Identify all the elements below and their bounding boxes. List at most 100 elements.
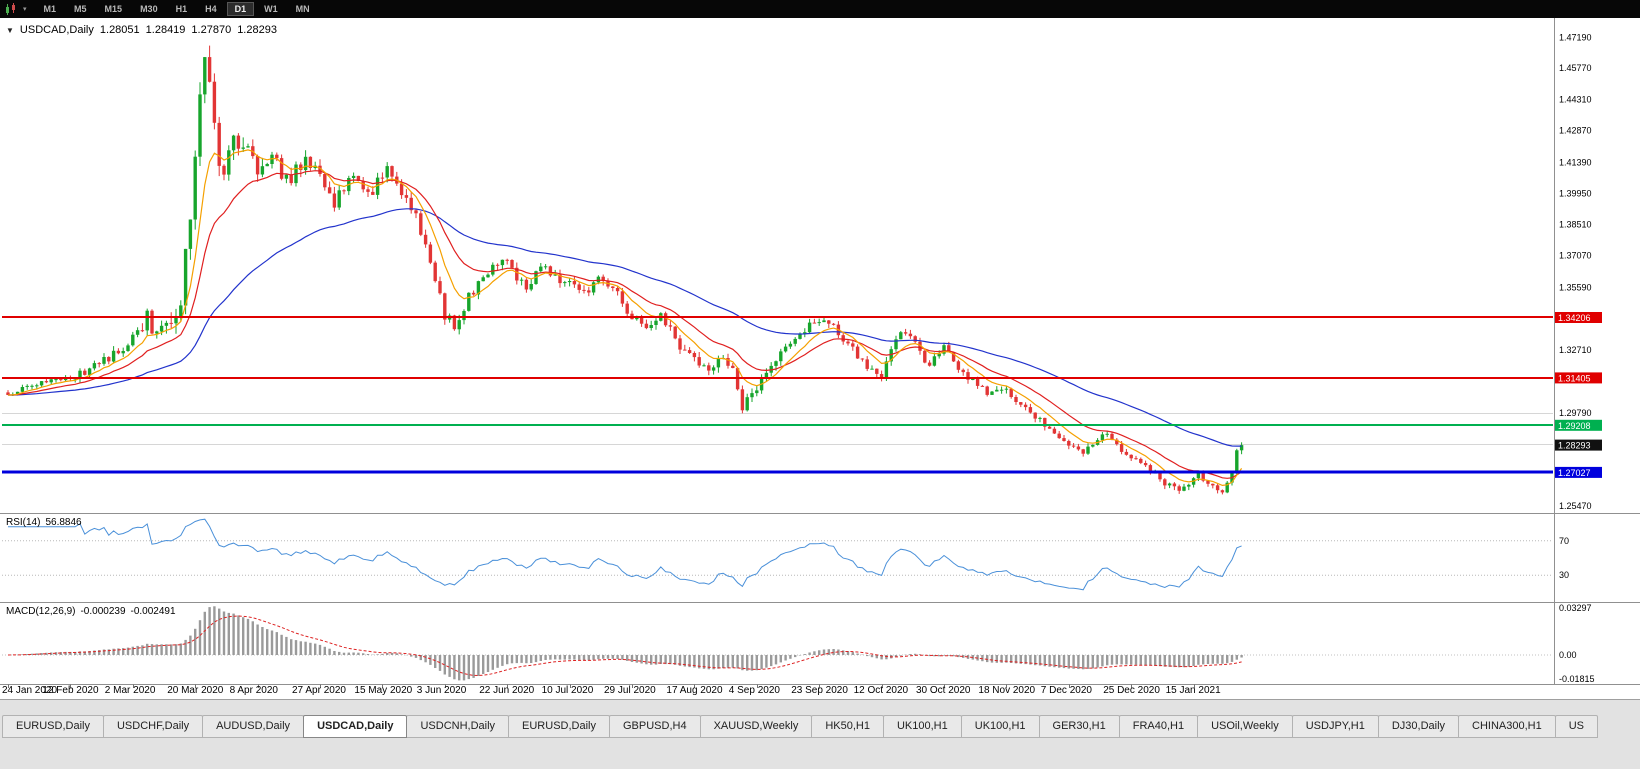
ohlc-open: 1.28051: [99, 24, 140, 36]
time-axis-label: 3 Jun 2020: [416, 685, 467, 696]
time-axis-label: 23 Sep 2020: [791, 685, 848, 696]
chart-tab-usoil-weekly[interactable]: USOil,Weekly: [1197, 715, 1293, 738]
price-axis-label: 1.47190: [1559, 32, 1592, 42]
time-axis-label: 7 Dec 2020: [1040, 685, 1092, 696]
time-axis-label: 29 Jul 2020: [604, 685, 656, 696]
window-bottom-zone: EURUSD,Daily USDCHF,Daily AUDUSD,Daily USDC…: [0, 699, 1640, 769]
current-price-tag-label: 1.28293: [1558, 441, 1591, 451]
time-axis-label: 22 Jun 2020: [479, 685, 535, 696]
dropdown-arrow-icon[interactable]: ▾: [23, 6, 27, 13]
horizontal-level-lines[interactable]: [2, 316, 1553, 474]
chart-tab-usdchf-daily[interactable]: USDCHF,Daily: [102, 715, 204, 738]
ohlc-close: 1.28293: [237, 24, 277, 36]
level-price-tag: [1555, 419, 1602, 431]
timeframe-button-mn[interactable]: MN: [295, 4, 310, 14]
price-axis-label: 1.42870: [1559, 126, 1592, 136]
price-axis-label: 1.35590: [1559, 283, 1592, 293]
rsi-pane: 70 30: [2, 518, 1569, 591]
ohlc-low: 1.27870: [191, 24, 232, 36]
rsi-label: RSI(14): [6, 517, 41, 528]
chart-symbol: USDCAD,Daily: [19, 24, 94, 36]
level-price-tag-label: 1.27027: [1558, 468, 1591, 478]
periods-toolbar: ▾ M1 M5 M15 M30 H1 H4 D1 W1 MN: [0, 0, 1640, 18]
chart-tab-uk100-h1[interactable]: UK100,H1: [960, 715, 1040, 738]
price-axis[interactable]: 1.47190 1.45770 1.44310 1.42870 1.41390 1.399…: [1555, 32, 1602, 511]
ma-18-line: [8, 170, 1242, 479]
price-axis-label: 1.45770: [1559, 63, 1592, 73]
chart-tab-usdcad-daily[interactable]: USDCAD,Daily: [303, 715, 408, 738]
chart-tab-uk100-h1[interactable]: UK100,H1: [882, 715, 962, 738]
timeframe-button-m5[interactable]: M5: [74, 4, 87, 14]
level-price-tag-label: 1.31405: [1558, 373, 1591, 383]
ma-55-line: [8, 208, 1242, 447]
price-axis-label: 1.32710: [1559, 345, 1592, 355]
chart-tab-hk50-h1[interactable]: HK50,H1: [811, 715, 884, 738]
time-axis-label: 17 Aug 2020: [666, 685, 723, 696]
macd-axis-label: 0.00: [1559, 650, 1577, 660]
chart-canvas[interactable]: 70300.032970.00-0.018151.471901.457701.4…: [0, 0, 1640, 700]
time-axis-label: 2 Mar 2020: [104, 685, 156, 696]
price-axis-label: 1.44310: [1559, 95, 1592, 105]
time-axis-label: 15 May 2020: [354, 685, 413, 696]
time-axis-label: 8 Apr 2020: [229, 685, 278, 696]
panel-borders: [0, 18, 1640, 685]
chart-tab-usdjpy-h1[interactable]: USDJPY,H1: [1291, 715, 1379, 738]
rsi-line: [8, 518, 1242, 591]
chart-tab-usdcnh-daily[interactable]: USDCNH,Daily: [406, 715, 510, 738]
chart-title: ▼ USDCAD,Daily 1.28051 1.28419 1.27870 1…: [6, 24, 277, 36]
chart-tab-xauusd-weekly[interactable]: XAUUSD,Weekly: [699, 715, 813, 738]
timeframe-buttons: M1 M5 M15 M30 H1 H4 D1 W1 MN: [35, 2, 319, 16]
chart-tab-dj30-daily[interactable]: DJ30,Daily: [1377, 715, 1460, 738]
chart-tab-ger30-h1[interactable]: GER30,H1: [1038, 715, 1120, 738]
timeframe-button-h4[interactable]: H4: [205, 4, 217, 14]
timeframe-button-d1[interactable]: D1: [226, 2, 255, 16]
timeframe-button-m30[interactable]: M30: [140, 4, 158, 14]
candlestick-series: [6, 45, 1244, 495]
rsi-title: RSI(14) 56.8846: [6, 517, 82, 528]
macd-label: MACD(12,26,9): [6, 606, 76, 617]
chart-tab-china300-h1[interactable]: CHINA300,H1: [1458, 715, 1556, 738]
macd-pane: 0.03297 0.00 -0.01815: [2, 603, 1595, 684]
chart-menu-icon[interactable]: ▼: [6, 25, 14, 35]
price-axis-label: 1.29790: [1559, 408, 1592, 418]
ohlc-high: 1.28419: [145, 24, 186, 36]
time-axis-label: 12 Oct 2020: [853, 685, 909, 696]
macd-value-signal: -0.002491: [130, 606, 176, 617]
price-axis-label: 1.25470: [1559, 501, 1592, 511]
current-price-tag: [1555, 439, 1602, 451]
price-axis-label: 1.38510: [1559, 220, 1592, 230]
time-axis-label: 18 Nov 2020: [978, 685, 1036, 696]
time-axis-label: 4 Sep 2020: [728, 685, 780, 696]
time-axis-label: 20 Mar 2020: [167, 685, 224, 696]
chart-tab-fra40-h1[interactable]: FRA40,H1: [1118, 715, 1199, 738]
timeframe-button-w1[interactable]: W1: [264, 4, 278, 14]
chart-tab-eurusd-daily[interactable]: EURUSD,Daily: [508, 715, 610, 738]
price-axis-label: 1.39950: [1559, 189, 1592, 199]
timeframe-button-m1[interactable]: M1: [43, 4, 57, 14]
ma-8-line: [7, 149, 1243, 487]
price-axis-label: 1.41390: [1559, 158, 1592, 168]
macd-value-main: -0.000239: [80, 606, 126, 617]
chart-background: [0, 18, 1640, 699]
timeframe-button-h1[interactable]: H1: [175, 4, 188, 14]
rsi-value: 56.8846: [45, 517, 82, 528]
chart-tab-audusd-daily[interactable]: AUDUSD,Daily: [202, 715, 305, 738]
macd-title: MACD(12,26,9) -0.000239 -0.002491: [6, 606, 176, 617]
macd-axis-label: 0.03297: [1559, 603, 1592, 613]
time-axis-label: 24 Jan 2020: [2, 685, 58, 696]
time-axis[interactable]: 24 Jan 2020 12 Feb 2020 2 Mar 2020 20 Mar 2…: [0, 685, 1640, 699]
rsi-level-label: 30: [1559, 570, 1569, 580]
time-axis-label: 10 Jul 2020: [541, 685, 594, 696]
chart-periods-icon[interactable]: [4, 2, 22, 16]
rsi-level-label: 70: [1559, 536, 1569, 546]
time-axis-label: 27 Apr 2020: [292, 685, 346, 696]
chart-tab-eurusd-daily[interactable]: EURUSD,Daily: [2, 715, 104, 738]
chart-tab-us[interactable]: US: [1554, 715, 1599, 738]
gridlines: [2, 413, 1553, 445]
level-price-tag: [1555, 312, 1602, 323]
level-price-tag: [1555, 372, 1602, 384]
chart-tab-gbpusd-h4[interactable]: GBPUSD,H4: [609, 715, 701, 738]
timeframe-button-m15[interactable]: M15: [104, 4, 123, 14]
level-price-tag-label: 1.34206: [1558, 313, 1591, 323]
